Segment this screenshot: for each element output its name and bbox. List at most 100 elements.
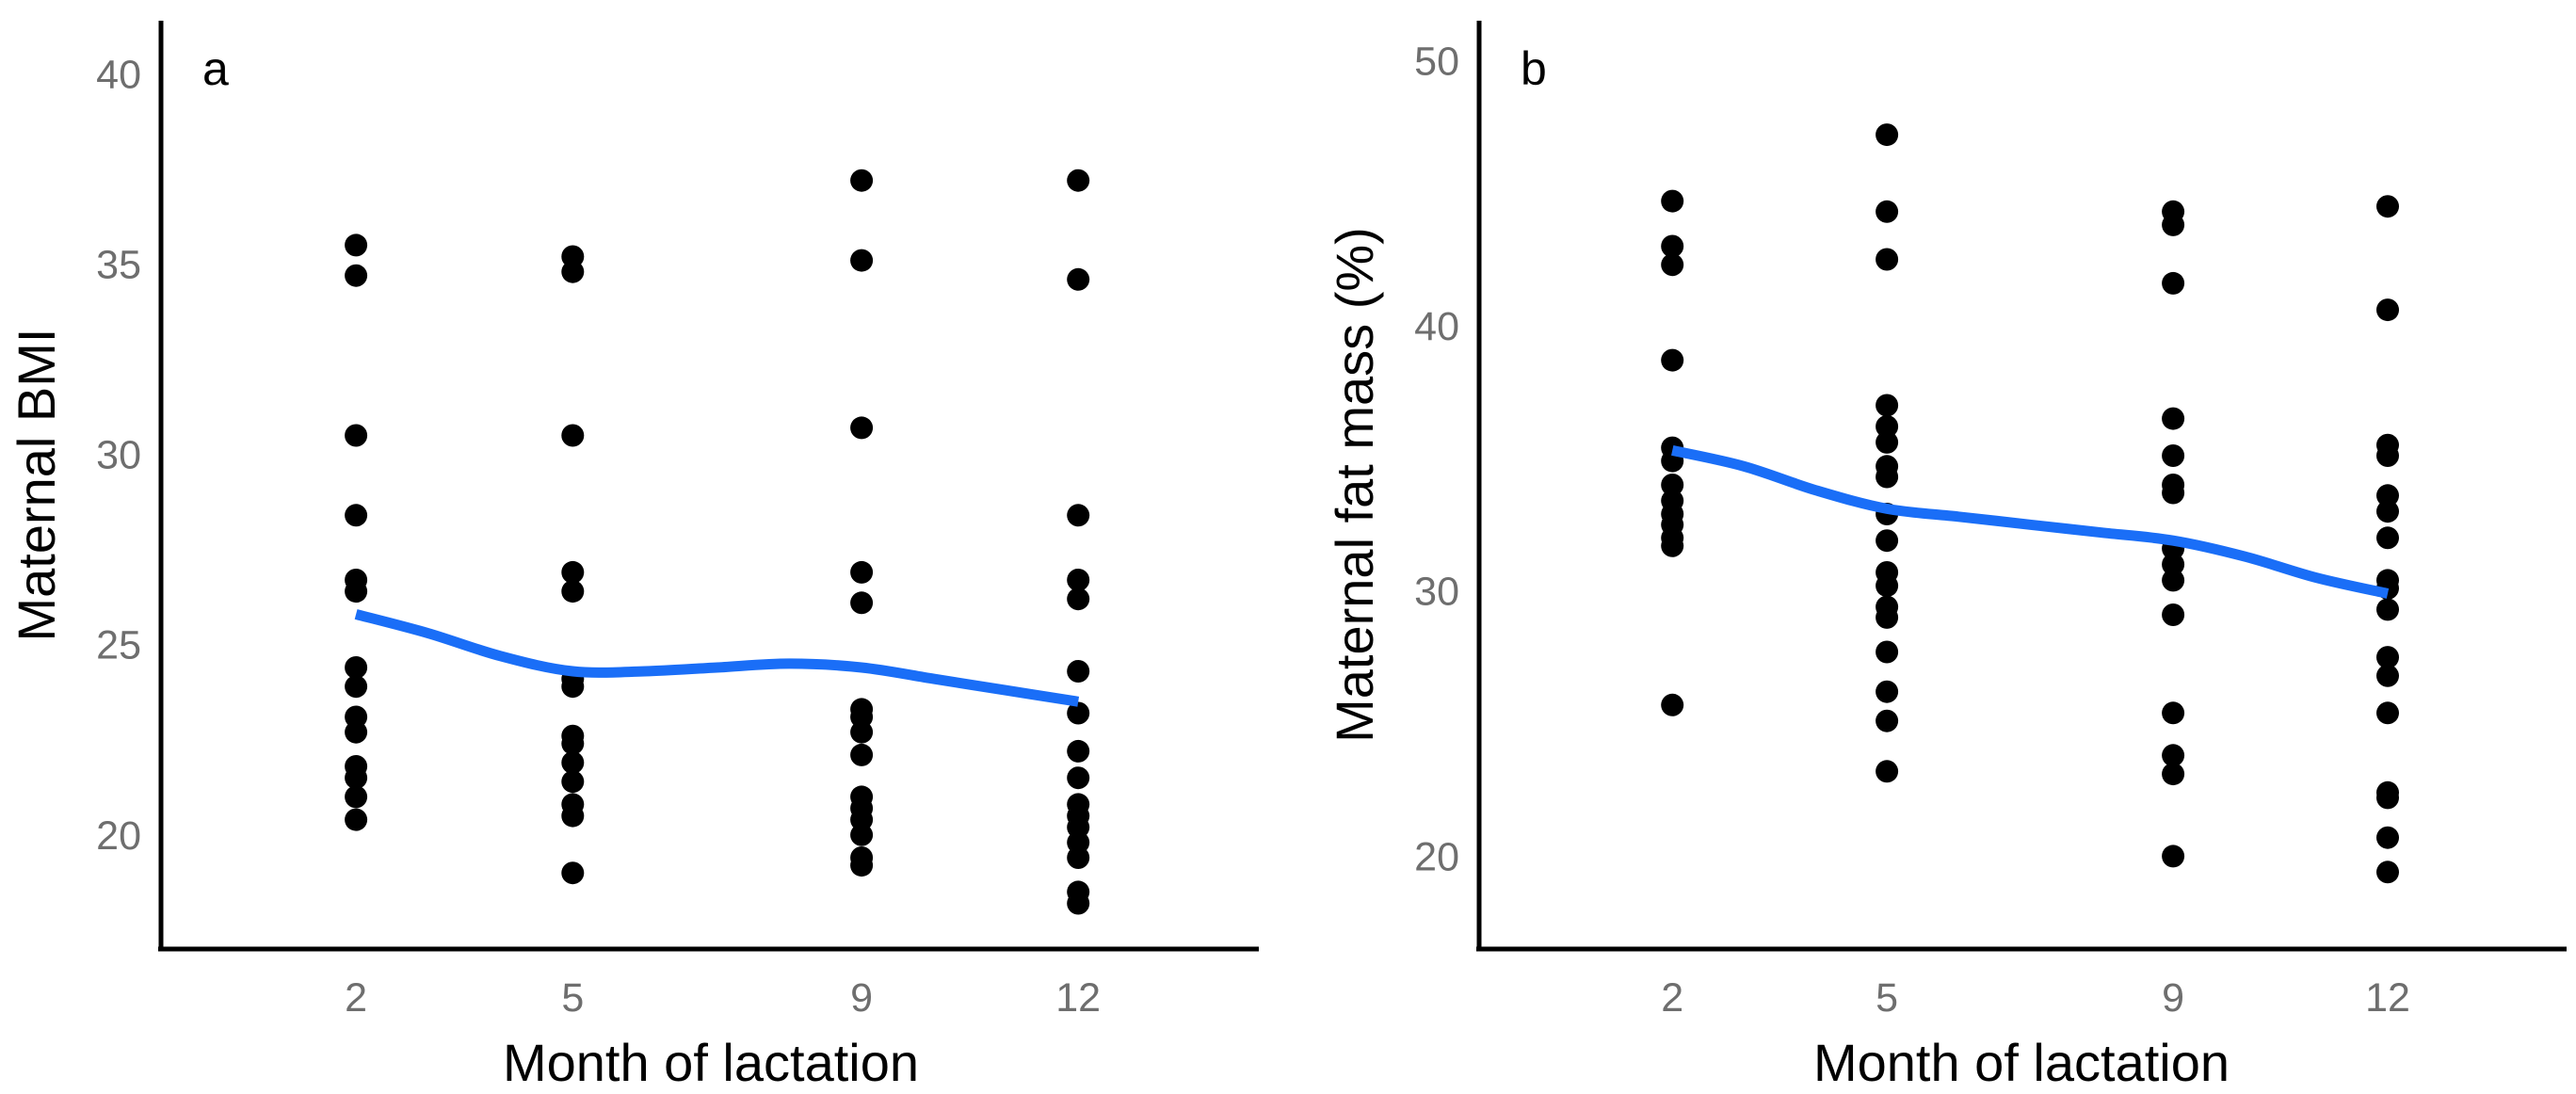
trend-line-a xyxy=(354,609,1080,707)
data-point-b-46 xyxy=(2376,195,2399,218)
data-point-a-48 xyxy=(1067,660,1090,683)
data-point-a-9 xyxy=(345,720,368,744)
scatter-points-b xyxy=(1661,123,2399,884)
y-tick-label-b-30: 30 xyxy=(1414,570,1459,615)
data-point-a-42 xyxy=(850,854,874,877)
y-axis-title-a: Maternal BMI xyxy=(7,329,66,642)
y-tick-label-b-40: 40 xyxy=(1414,304,1459,349)
y-tick-label-a-25: 25 xyxy=(96,623,141,668)
data-point-a-18 xyxy=(561,580,585,603)
data-point-b-2 xyxy=(1661,253,1684,277)
y-tick-label-a-40: 40 xyxy=(96,53,141,98)
x-tick-label-a-9: 9 xyxy=(850,975,873,1021)
data-point-b-41 xyxy=(2162,603,2185,626)
data-point-a-44 xyxy=(1067,267,1090,291)
data-point-b-26 xyxy=(1876,605,1899,629)
data-point-b-0 xyxy=(1661,189,1684,213)
data-point-a-7 xyxy=(345,675,368,699)
data-point-a-11 xyxy=(345,766,368,790)
data-point-b-50 xyxy=(2376,484,2399,507)
data-point-b-20 xyxy=(1876,465,1899,489)
data-point-a-43 xyxy=(1067,169,1090,192)
data-point-b-12 xyxy=(1661,693,1684,716)
data-point-a-31 xyxy=(850,560,874,584)
data-point-a-26 xyxy=(561,804,585,828)
x-tick-label-b-5: 5 xyxy=(1876,975,1898,1021)
data-point-b-34 xyxy=(2162,407,2185,430)
data-point-a-35 xyxy=(850,720,874,744)
data-point-a-56 xyxy=(1067,846,1090,869)
data-point-a-32 xyxy=(850,591,874,615)
x-tick-label-b-9: 9 xyxy=(2162,975,2184,1021)
data-point-b-32 xyxy=(2162,213,2185,236)
data-point-a-3 xyxy=(345,504,368,527)
data-point-b-37 xyxy=(2162,481,2185,505)
data-point-b-51 xyxy=(2376,500,2399,523)
y-tick-labels-b: 20 30 40 50 xyxy=(1414,39,1459,879)
data-point-a-15 xyxy=(561,260,585,283)
trend-line-b xyxy=(1671,445,2390,599)
data-point-a-20 xyxy=(561,675,585,699)
data-point-a-16 xyxy=(561,424,585,447)
data-point-b-30 xyxy=(1876,760,1899,783)
x-axis-title-b: Month of lactation xyxy=(1813,1033,2230,1092)
y-axis-title-b: Maternal fat mass (%) xyxy=(1325,227,1384,743)
panel-b: 20 30 40 50 2 5 9 12 b Month of lactation Mate… xyxy=(1325,21,2567,1092)
y-tick-labels-a: 20 25 30 35 40 xyxy=(96,53,141,859)
data-point-b-22 xyxy=(1876,529,1899,553)
data-point-a-45 xyxy=(1067,504,1090,527)
data-point-b-15 xyxy=(1876,248,1899,271)
data-point-b-55 xyxy=(2376,598,2399,621)
scatter-points-a xyxy=(345,169,1090,915)
data-point-a-1 xyxy=(345,264,368,287)
data-point-b-40 xyxy=(2162,569,2185,592)
x-tick-label-b-2: 2 xyxy=(1661,975,1683,1021)
data-point-a-22 xyxy=(561,732,585,755)
data-point-b-29 xyxy=(1876,709,1899,732)
data-point-a-47 xyxy=(1067,587,1090,611)
data-point-a-28 xyxy=(850,169,874,192)
data-point-b-43 xyxy=(2162,744,2185,767)
data-point-a-30 xyxy=(850,416,874,440)
data-point-b-47 xyxy=(2376,298,2399,322)
data-point-a-23 xyxy=(561,751,585,774)
data-point-a-58 xyxy=(1067,892,1090,915)
x-axis-title-a: Month of lactation xyxy=(503,1033,919,1092)
data-point-b-57 xyxy=(2376,664,2399,687)
data-point-a-27 xyxy=(561,861,585,885)
panel-label-b: b xyxy=(1521,42,1547,95)
data-point-b-39 xyxy=(2162,553,2185,576)
data-point-a-46 xyxy=(1067,569,1090,591)
y-tick-label-a-35: 35 xyxy=(96,243,141,288)
data-point-a-5 xyxy=(345,580,368,603)
data-point-b-62 xyxy=(2376,861,2399,884)
y-tick-label-a-30: 30 xyxy=(96,433,141,478)
panel-label-a: a xyxy=(202,42,229,95)
x-tick-labels-a: 2 5 9 12 xyxy=(345,975,1101,1021)
data-point-b-33 xyxy=(2162,271,2185,295)
y-tick-label-b-20: 20 xyxy=(1414,834,1459,879)
data-point-a-40 xyxy=(850,823,874,846)
data-point-b-56 xyxy=(2376,646,2399,669)
data-point-a-2 xyxy=(345,424,368,447)
data-point-a-24 xyxy=(561,770,585,794)
data-point-b-49 xyxy=(2376,444,2399,467)
data-point-a-51 xyxy=(1067,766,1090,790)
data-point-a-49 xyxy=(1067,701,1090,725)
data-point-b-28 xyxy=(1876,680,1899,703)
data-point-b-61 xyxy=(2376,826,2399,849)
x-tick-label-a-12: 12 xyxy=(1055,975,1101,1021)
x-tick-label-a-2: 2 xyxy=(345,975,367,1021)
data-point-b-58 xyxy=(2376,701,2399,725)
data-point-b-35 xyxy=(2162,444,2185,467)
data-point-a-17 xyxy=(561,560,585,584)
data-point-b-24 xyxy=(1876,574,1899,598)
x-tick-label-a-5: 5 xyxy=(561,975,584,1021)
data-point-b-16 xyxy=(1876,394,1899,417)
y-tick-label-a-20: 20 xyxy=(96,813,141,859)
data-point-b-42 xyxy=(2162,701,2185,725)
data-point-a-6 xyxy=(345,656,368,679)
data-point-b-27 xyxy=(1876,640,1899,664)
